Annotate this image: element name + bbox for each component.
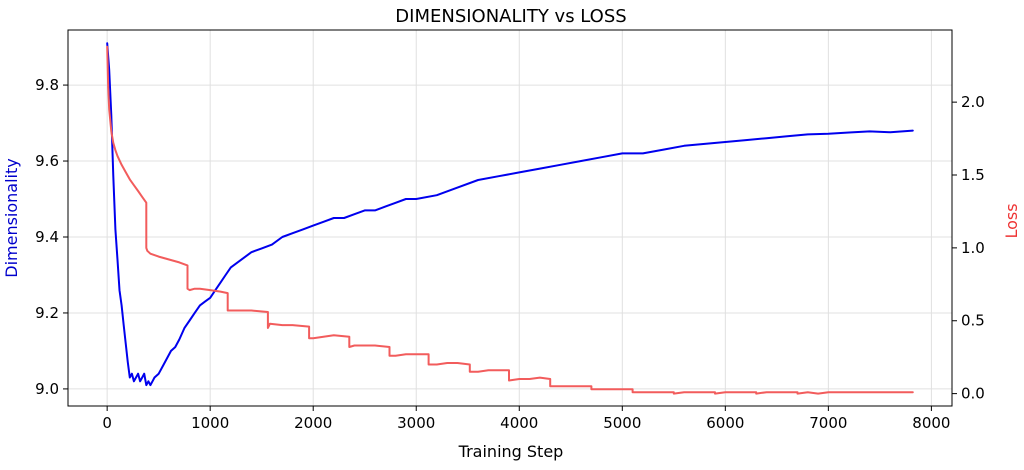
series-line-loss xyxy=(106,45,914,395)
x-tick-label: 6000 xyxy=(706,414,744,432)
y-right-tick-label: 1.0 xyxy=(961,239,985,257)
series-line-dimensionality xyxy=(106,42,914,387)
y-axis-right-label: Loss xyxy=(1002,203,1021,238)
y-axis-left-label: Dimensionality xyxy=(2,158,21,277)
y-right-tick-label: 0.5 xyxy=(961,312,985,330)
y-left-tick-label: 9.8 xyxy=(35,76,59,94)
x-tick-label: 8000 xyxy=(912,414,950,432)
plot-area xyxy=(106,42,914,395)
plot-frame xyxy=(67,29,953,407)
y-left-tick-label: 9.0 xyxy=(35,380,59,398)
x-tick-label: 7000 xyxy=(809,414,847,432)
y-right-tick-label: 1.5 xyxy=(961,166,985,184)
chart-title: DIMENSIONALITY vs LOSS xyxy=(395,6,626,27)
y-right-tick-label: 0.0 xyxy=(961,385,985,403)
x-tick-label: 1000 xyxy=(191,414,229,432)
x-tick-label: 4000 xyxy=(500,414,538,432)
y-left-tick-label: 9.6 xyxy=(35,152,59,170)
x-tick-label: 3000 xyxy=(397,414,435,432)
grid xyxy=(68,30,952,406)
y-left-tick-label: 9.4 xyxy=(35,228,59,246)
x-tick-label: 5000 xyxy=(603,414,641,432)
x-axis-label: Training Step xyxy=(458,442,564,461)
x-tick-label: 0 xyxy=(102,414,112,432)
y-axis-left-ticks: 9.0 9.2 9.4 9.6 9.8 xyxy=(35,76,68,398)
y-left-tick-label: 9.2 xyxy=(35,304,59,322)
y-right-tick-label: 2.0 xyxy=(961,93,985,111)
x-axis-ticks: 0 1000 2000 3000 4000 5000 6000 7000 8000 xyxy=(102,406,950,432)
x-tick-label: 2000 xyxy=(294,414,332,432)
y-axis-right-ticks: 0.0 0.5 1.0 1.5 2.0 xyxy=(952,93,985,403)
